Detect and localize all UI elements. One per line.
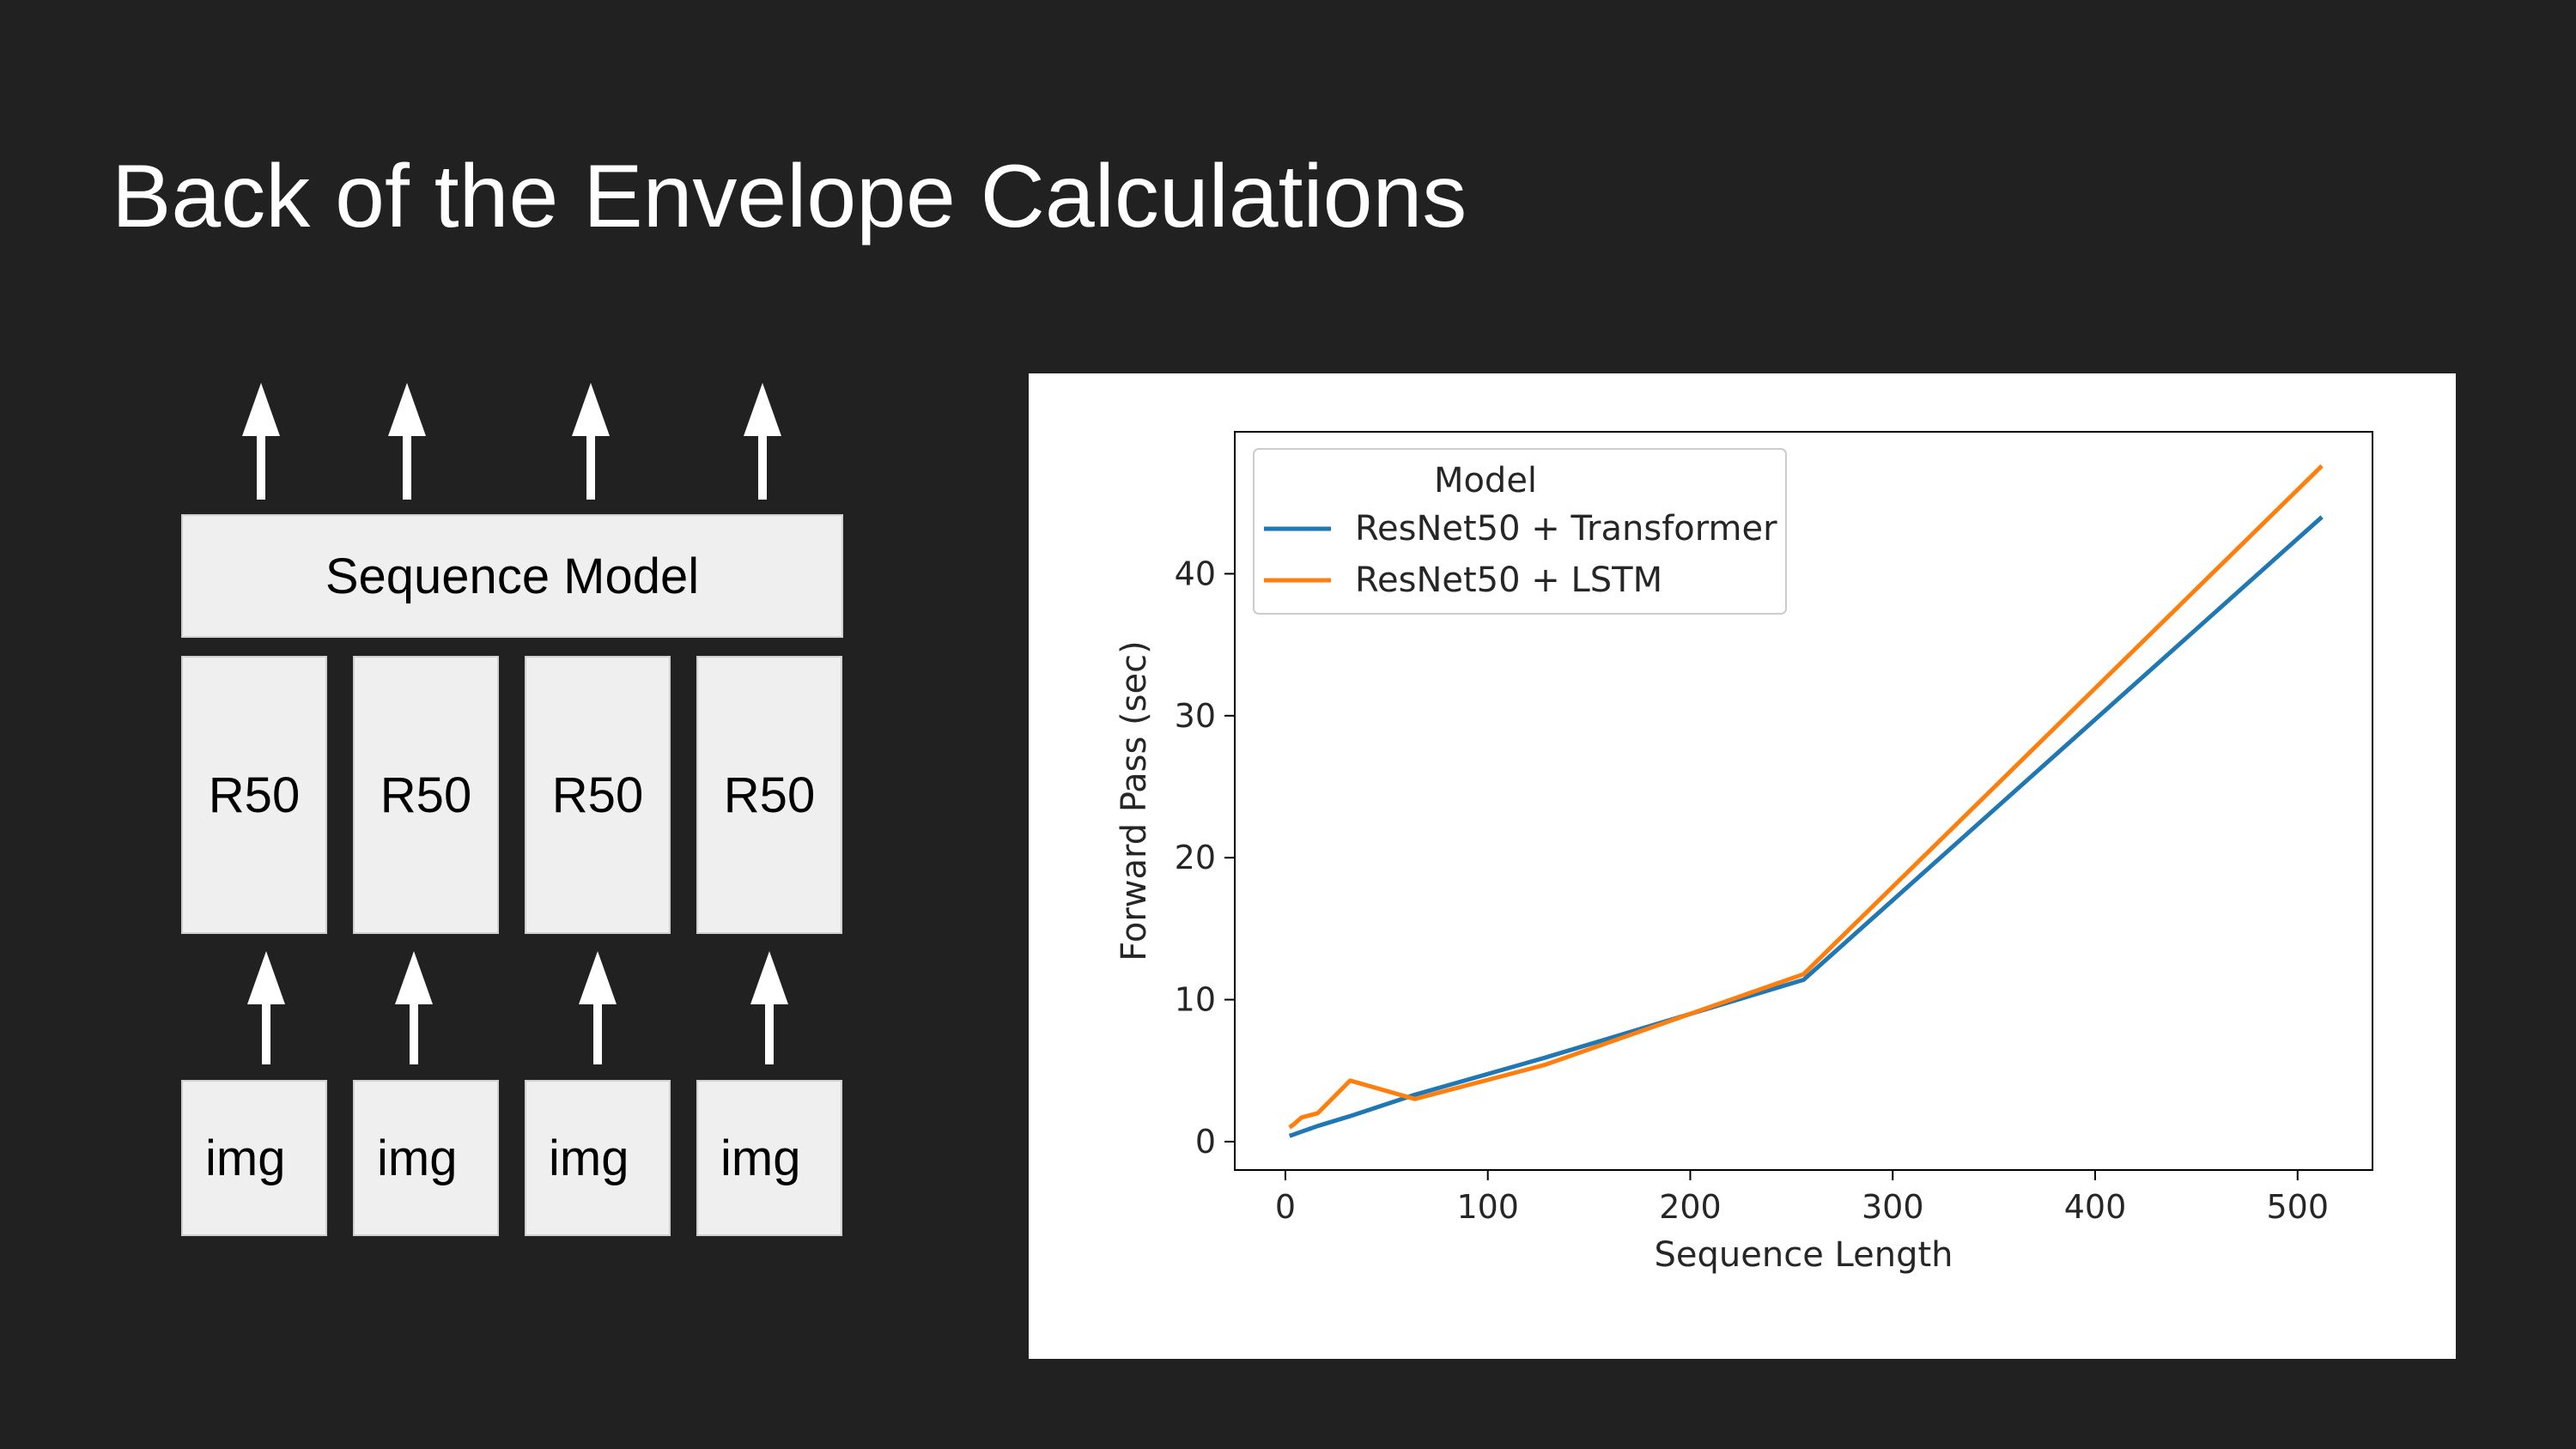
sequence-model-label: Sequence Model xyxy=(325,548,700,604)
encoder-box-1: R50 xyxy=(181,656,327,934)
encoder-label: R50 xyxy=(208,767,301,823)
legend-entry: ResNet50 + Transformer xyxy=(1355,509,1777,549)
input-arrow-1 xyxy=(247,951,285,1064)
x-tick-label: 400 xyxy=(2064,1188,2127,1226)
chart-panel: 0 100 200 300 400 500 0 10 20 30 40 Sequence Length… xyxy=(1029,373,2456,1359)
input-arrow-2 xyxy=(395,951,433,1064)
series-line-lstm xyxy=(1288,464,2324,1130)
x-tick-label: 200 xyxy=(1659,1188,1722,1226)
input-image-label: img xyxy=(205,1130,286,1186)
input-image-box-2: img xyxy=(353,1080,499,1236)
x-tick-label: 0 xyxy=(1275,1188,1296,1226)
output-arrow-4 xyxy=(744,383,781,500)
legend-entry: ResNet50 + LSTM xyxy=(1355,561,1662,600)
output-arrow-1 xyxy=(242,383,280,500)
y-axis-label: Forward Pass (sec) xyxy=(1115,640,1154,961)
input-arrow-4 xyxy=(750,951,788,1064)
input-image-label: img xyxy=(720,1130,801,1186)
x-tick-label: 300 xyxy=(1862,1188,1924,1226)
input-image-box-1: img xyxy=(181,1080,327,1236)
encoder-box-2: R50 xyxy=(353,656,499,934)
legend-title: Model xyxy=(1434,461,1537,500)
input-arrow-3 xyxy=(579,951,617,1064)
input-image-box-4: img xyxy=(696,1080,842,1236)
encoder-label: R50 xyxy=(551,767,644,823)
slide-title: Back of the Envelope Calculations xyxy=(112,147,1467,246)
line-chart: 0 100 200 300 400 500 0 10 20 30 40 Sequence Length… xyxy=(1115,431,2373,1275)
y-tick-label: 10 xyxy=(1175,981,1216,1019)
sequence-model-box: Sequence Model xyxy=(181,514,843,638)
output-arrow-3 xyxy=(572,383,610,500)
encoder-label: R50 xyxy=(723,767,816,823)
input-image-label: img xyxy=(377,1130,458,1186)
y-tick-label: 20 xyxy=(1175,839,1216,876)
plot-area-frame xyxy=(1234,431,2373,1171)
input-image-label: img xyxy=(549,1130,629,1186)
x-tick-label: 100 xyxy=(1456,1188,1519,1226)
x-tick-label: 500 xyxy=(2267,1188,2330,1226)
y-tick-label: 40 xyxy=(1175,555,1216,592)
encoder-label: R50 xyxy=(380,767,472,823)
x-axis-label: Sequence Length xyxy=(1655,1235,1953,1275)
encoder-box-4: R50 xyxy=(696,656,842,934)
encoder-box-3: R50 xyxy=(525,656,671,934)
output-arrow-2 xyxy=(388,383,426,500)
y-tick-label: 0 xyxy=(1195,1123,1216,1161)
y-tick-label: 30 xyxy=(1175,697,1216,735)
legend-box xyxy=(1253,448,1787,615)
input-image-box-3: img xyxy=(525,1080,671,1236)
